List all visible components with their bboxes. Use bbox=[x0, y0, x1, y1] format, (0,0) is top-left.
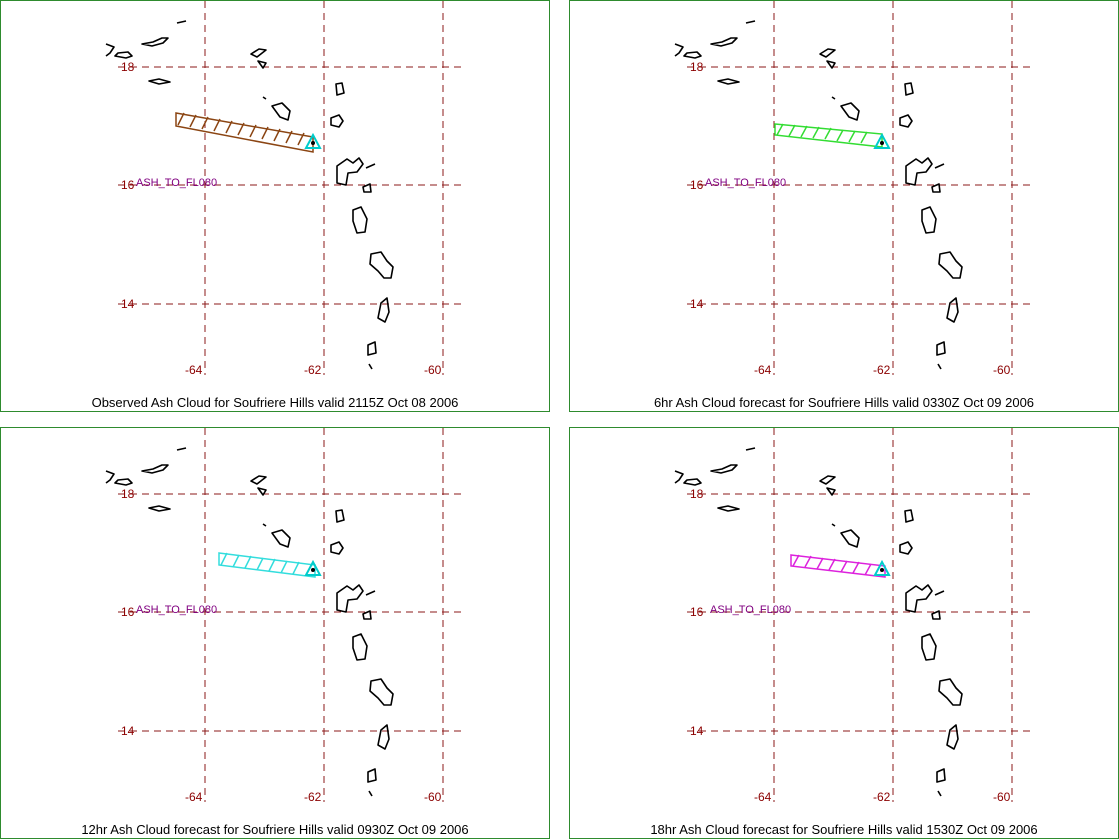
lon-label-60: -60 bbox=[993, 790, 1011, 804]
lon-label-60: -60 bbox=[993, 363, 1011, 377]
map-panel-12hr: 18 16 14 -64 -62 -60 bbox=[0, 427, 550, 839]
coastlines bbox=[674, 20, 963, 370]
map-panel-18hr: 18 16 14 -64 -62 -60 bbox=[569, 427, 1119, 839]
lon-label-62: -62 bbox=[304, 790, 322, 804]
map-canvas: 18 16 14 -64 -62 -60 bbox=[674, 1, 1030, 377]
lat-label-16: 16 bbox=[690, 605, 704, 619]
lat-label-14: 14 bbox=[690, 297, 704, 311]
volcano-marker-icon bbox=[304, 559, 322, 576]
lat-label-18: 18 bbox=[121, 487, 135, 501]
ash-cloud bbox=[774, 123, 883, 148]
map-canvas: 18 16 14 -64 -62 -60 bbox=[105, 428, 461, 804]
lon-label-64: -64 bbox=[185, 790, 203, 804]
coastlines bbox=[105, 20, 394, 370]
ash-label: ASH_TO_FL080 bbox=[705, 177, 786, 189]
ash-label: ASH_TO_FL080 bbox=[136, 604, 217, 616]
map-panel-6hr: 18 16 14 -64 -62 -60 bbox=[569, 0, 1119, 412]
map-panel-observed: 18 16 14 -64 -62 -60 bbox=[0, 0, 550, 412]
panel-caption: 6hr Ash Cloud forecast for Soufriere Hil… bbox=[653, 395, 1035, 410]
lat-label-16: 16 bbox=[690, 178, 704, 192]
panel-caption: 18hr Ash Cloud forecast for Soufriere Hi… bbox=[650, 822, 1038, 837]
ash-cloud bbox=[218, 552, 316, 578]
lat-label-18: 18 bbox=[690, 60, 704, 74]
volcano-marker-icon bbox=[873, 559, 891, 576]
ash-label: ASH_TO_FL080 bbox=[710, 604, 791, 616]
ash-cloud bbox=[175, 112, 314, 153]
lat-label-16: 16 bbox=[121, 178, 135, 192]
lon-label-64: -64 bbox=[754, 363, 772, 377]
lon-label-62: -62 bbox=[304, 363, 322, 377]
coastlines bbox=[105, 447, 394, 797]
volcano-marker-icon bbox=[873, 132, 891, 149]
panel-caption: 12hr Ash Cloud forecast for Soufriere Hi… bbox=[81, 822, 469, 837]
ash-cloud bbox=[790, 554, 886, 578]
coastlines bbox=[674, 447, 963, 797]
lat-label-18: 18 bbox=[121, 60, 135, 74]
volcano-marker-icon bbox=[304, 132, 322, 149]
lon-label-60: -60 bbox=[424, 790, 442, 804]
map-canvas: 18 16 14 -64 -62 -60 bbox=[674, 428, 1030, 804]
lat-label-18: 18 bbox=[690, 487, 704, 501]
map-canvas: 18 16 14 -64 -62 -60 bbox=[105, 1, 461, 377]
lat-label-14: 14 bbox=[121, 724, 135, 738]
lon-label-64: -64 bbox=[754, 790, 772, 804]
panel-caption: Observed Ash Cloud for Soufriere Hills v… bbox=[91, 395, 459, 410]
lat-label-14: 14 bbox=[690, 724, 704, 738]
lat-label-14: 14 bbox=[121, 297, 135, 311]
lat-label-16: 16 bbox=[121, 605, 135, 619]
lon-label-62: -62 bbox=[873, 790, 891, 804]
lon-label-64: -64 bbox=[185, 363, 203, 377]
ash-label: ASH_TO_FL080 bbox=[136, 177, 217, 189]
lon-label-62: -62 bbox=[873, 363, 891, 377]
lon-label-60: -60 bbox=[424, 363, 442, 377]
